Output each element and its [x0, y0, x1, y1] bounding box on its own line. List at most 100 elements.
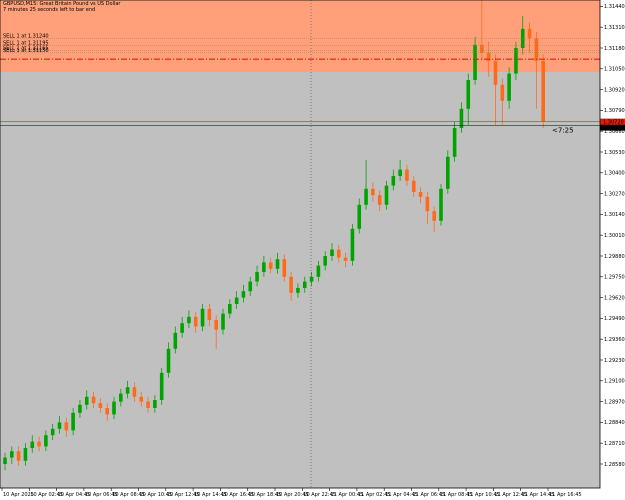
candle-body [459, 108, 464, 128]
candle-body [364, 188, 368, 205]
candle-body [446, 156, 450, 189]
price-label: 1.30720 [603, 119, 624, 125]
y-tick-label: 1.30010 [604, 233, 625, 239]
price-zone [0, 0, 600, 72]
y-tick-label: 1.28840 [604, 420, 625, 426]
candle-body [255, 272, 259, 282]
x-tick-label: 10 Apr 16:45 [221, 492, 254, 498]
candle-body [527, 28, 532, 39]
order-label: SELL 1 at 1.31150 [3, 48, 49, 54]
candle-body [125, 387, 130, 394]
candle-body [10, 451, 14, 458]
y-tick-label: 1.31440 [604, 4, 625, 10]
y-tick-label: 1.28970 [604, 399, 625, 405]
y-tick-label: 1.29750 [604, 275, 625, 281]
candle-body [132, 387, 137, 397]
candle-body [268, 262, 273, 269]
x-tick-label: 10 Apr 22:45 [303, 492, 336, 498]
candle-body [44, 435, 48, 447]
candle-body [289, 276, 293, 293]
candle-body [330, 249, 334, 256]
candle-body [371, 188, 375, 196]
candle-body [343, 257, 348, 261]
candle-body [105, 408, 109, 415]
x-tick-label: 11 Apr 16:45 [549, 492, 582, 498]
x-tick-label: 10 Apr 02:45 [30, 492, 63, 498]
candle-body [493, 60, 498, 85]
candle-body [91, 396, 96, 404]
candle-body [166, 348, 171, 373]
candle-body [248, 281, 253, 292]
candle-body [221, 313, 225, 330]
candle-body [357, 204, 362, 229]
x-tick-label: 10 Apr 04:45 [58, 492, 91, 498]
ask-label-box [600, 124, 625, 131]
candle-body [64, 422, 69, 431]
candle-body [71, 412, 75, 431]
candle-body [296, 288, 300, 293]
candle-body [275, 259, 280, 269]
candle-body [425, 196, 430, 212]
candle-body [84, 396, 89, 405]
candle-body [486, 52, 491, 61]
candle-body [309, 276, 314, 282]
y-tick-label: 1.30790 [604, 108, 625, 114]
order-label: SELL 1 at 1.31195 [3, 41, 49, 47]
x-tick-label: 11 Apr 04:45 [385, 492, 418, 498]
order-label: SELL 1 at 1.31240 [3, 33, 49, 39]
candle-body [507, 73, 511, 101]
y-tick-label: 1.30400 [604, 171, 625, 177]
x-tick-label: 10 Apr 10:45 [140, 492, 173, 498]
candle-body [153, 400, 157, 408]
y-tick-label: 1.30660 [604, 129, 625, 135]
countdown: <7:25 [552, 127, 574, 135]
chart-subtitle: 7 minutes 25 seconds left to bar end [3, 7, 95, 13]
candle-body [37, 441, 41, 447]
candle-body [187, 316, 191, 324]
x-tick-label: 10 Apr 14:45 [194, 492, 227, 498]
candle-body [173, 332, 178, 349]
candle-body [391, 176, 396, 186]
y-tick-label: 1.31050 [604, 67, 625, 73]
candle-body [16, 451, 21, 461]
y-tick-label: 1.29230 [604, 358, 625, 364]
candle-body [466, 80, 471, 109]
y-tick-label: 1.30530 [604, 150, 625, 156]
y-tick-label: 1.29360 [604, 337, 625, 343]
candle-body [98, 403, 103, 408]
candle-body [384, 185, 389, 205]
y-tick-label: 1.29880 [604, 254, 625, 260]
axis-layer: 1.28580 1.28710 1.28840 1.28970 1.29100 1.292… [1, 4, 625, 498]
candle-body [452, 128, 457, 157]
x-tick-label: 10 Apr 2025 [3, 492, 34, 498]
y-tick-label: 1.31310 [604, 25, 625, 31]
candle-body [439, 188, 443, 221]
candle-body [3, 457, 7, 464]
x-tick-label: 10 Apr 20:45 [276, 492, 309, 498]
x-tick-label: 11 Apr 06:45 [413, 492, 446, 498]
x-tick-label: 11 Apr 08:45 [440, 492, 473, 498]
candle-body [193, 316, 198, 327]
x-tick-label: 10 Apr 18:45 [249, 492, 282, 498]
x-tick-label: 11 Apr 12:45 [494, 492, 527, 498]
plot-frame [0, 0, 601, 489]
candle-body [228, 304, 232, 314]
y-tick-label: 1.30270 [604, 191, 625, 197]
x-tick-label: 11 Apr 02:45 [358, 492, 391, 498]
candle-body [23, 448, 28, 461]
price-label-box [600, 118, 625, 125]
x-tick-label: 10 Apr 06:45 [85, 492, 118, 498]
zone-layer [0, 0, 600, 72]
candle-body [500, 84, 505, 101]
candle-body [316, 265, 321, 277]
candle-body [139, 396, 144, 402]
y-tick-label: 1.29620 [604, 295, 625, 301]
y-tick-label: 1.29490 [604, 316, 625, 322]
candle-body [234, 297, 239, 304]
candle-body [241, 291, 246, 298]
candle-body [112, 401, 116, 415]
candle-body [200, 308, 205, 327]
candle-body [473, 44, 477, 80]
chart-title: GBPUSD,M15: Great Britain Pound vs US Do… [3, 1, 121, 7]
candle-body [534, 38, 539, 61]
